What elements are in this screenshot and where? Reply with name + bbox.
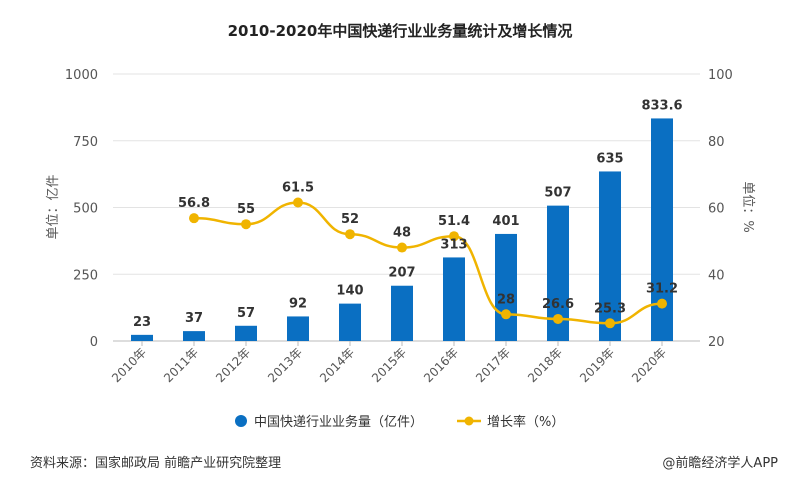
growth-point <box>553 313 563 324</box>
bar-data-label: 140 <box>336 284 363 299</box>
y-tick-label: 750 <box>73 135 98 150</box>
y-tick-label: 500 <box>73 202 98 217</box>
bar-data-label: 833.6 <box>641 98 682 113</box>
bar-data-label: 23 <box>133 315 151 330</box>
bar <box>547 205 569 341</box>
bar <box>183 331 205 341</box>
bar-data-label: 57 <box>237 306 255 321</box>
bar <box>235 325 257 341</box>
source-note: 资料来源：国家邮政局 前瞻产业研究院整理 <box>30 456 282 471</box>
bar-data-label: 92 <box>289 296 307 311</box>
growth-point <box>501 309 511 320</box>
growth-point <box>293 197 303 208</box>
bar <box>287 316 309 341</box>
growth-point <box>241 219 251 230</box>
bar-data-label: 313 <box>440 237 467 252</box>
x-tick-label: 2011年 <box>161 345 201 385</box>
y2-tick-label: 60 <box>708 202 725 217</box>
bar <box>131 334 153 341</box>
legend-line-dot <box>464 416 474 426</box>
y2-axis-label: 单位：% <box>740 181 755 232</box>
line-data-label: 25.3 <box>594 301 626 316</box>
line-data-label: 56.8 <box>178 196 210 211</box>
legend-bar-label: 中国快递行业业务量（亿件） <box>254 414 423 430</box>
y2-tick-label: 40 <box>708 268 725 283</box>
line-data-label: 26.6 <box>542 297 574 312</box>
bar-data-label: 401 <box>492 214 519 229</box>
growth-point <box>449 231 459 242</box>
y2-tick-label: 80 <box>708 135 725 150</box>
line-data-label: 51.4 <box>438 214 470 229</box>
line-data-label: 61.5 <box>282 180 314 195</box>
growth-point <box>397 242 407 253</box>
legend-line-label: 增长率（%） <box>487 414 564 430</box>
y2-tick-label: 20 <box>708 335 725 350</box>
legend-bar-marker <box>235 415 247 427</box>
bar-data-label: 635 <box>596 151 623 166</box>
bar <box>391 285 413 341</box>
bar-data-label: 207 <box>388 266 415 281</box>
bar-data-label: 37 <box>185 311 203 326</box>
x-tick-label: 2019年 <box>577 345 617 385</box>
growth-point <box>189 213 199 224</box>
growth-line <box>193 201 663 325</box>
x-tick-label: 2016年 <box>421 345 461 385</box>
line-data-label: 52 <box>341 212 359 227</box>
bar <box>495 233 517 341</box>
x-tick-label: 2020年 <box>629 345 669 385</box>
y-tick-label: 250 <box>73 268 98 283</box>
bar-data-label: 507 <box>544 186 571 201</box>
chart-title: 2010-2020年中国快递行业业务量统计及增长情况 <box>227 22 573 40</box>
x-tick-label: 2018年 <box>525 345 565 385</box>
y-axis-label: 单位：亿件 <box>46 174 61 239</box>
x-tick-label: 2013年 <box>265 345 305 385</box>
line-data-label: 28 <box>497 292 515 307</box>
line-data-label: 48 <box>393 226 411 241</box>
line-data-label: 31.2 <box>646 282 678 297</box>
bar <box>443 257 465 341</box>
growth-point <box>657 298 667 309</box>
x-tick-label: 2015年 <box>369 345 409 385</box>
bar <box>599 171 621 341</box>
growth-point <box>605 318 615 329</box>
y-tick-label: 1000 <box>65 68 98 83</box>
credit-note: @前瞻经济学人APP <box>662 456 778 471</box>
x-tick-label: 2017年 <box>473 345 513 385</box>
y-tick-label: 0 <box>90 335 98 350</box>
bar <box>339 303 361 341</box>
growth-point <box>345 229 355 240</box>
x-tick-label: 2010年 <box>109 345 149 385</box>
y2-tick-label: 100 <box>708 68 733 83</box>
bar <box>651 118 673 341</box>
line-data-label: 55 <box>237 202 255 217</box>
x-tick-label: 2012年 <box>213 345 253 385</box>
x-tick-label: 2014年 <box>317 345 357 385</box>
